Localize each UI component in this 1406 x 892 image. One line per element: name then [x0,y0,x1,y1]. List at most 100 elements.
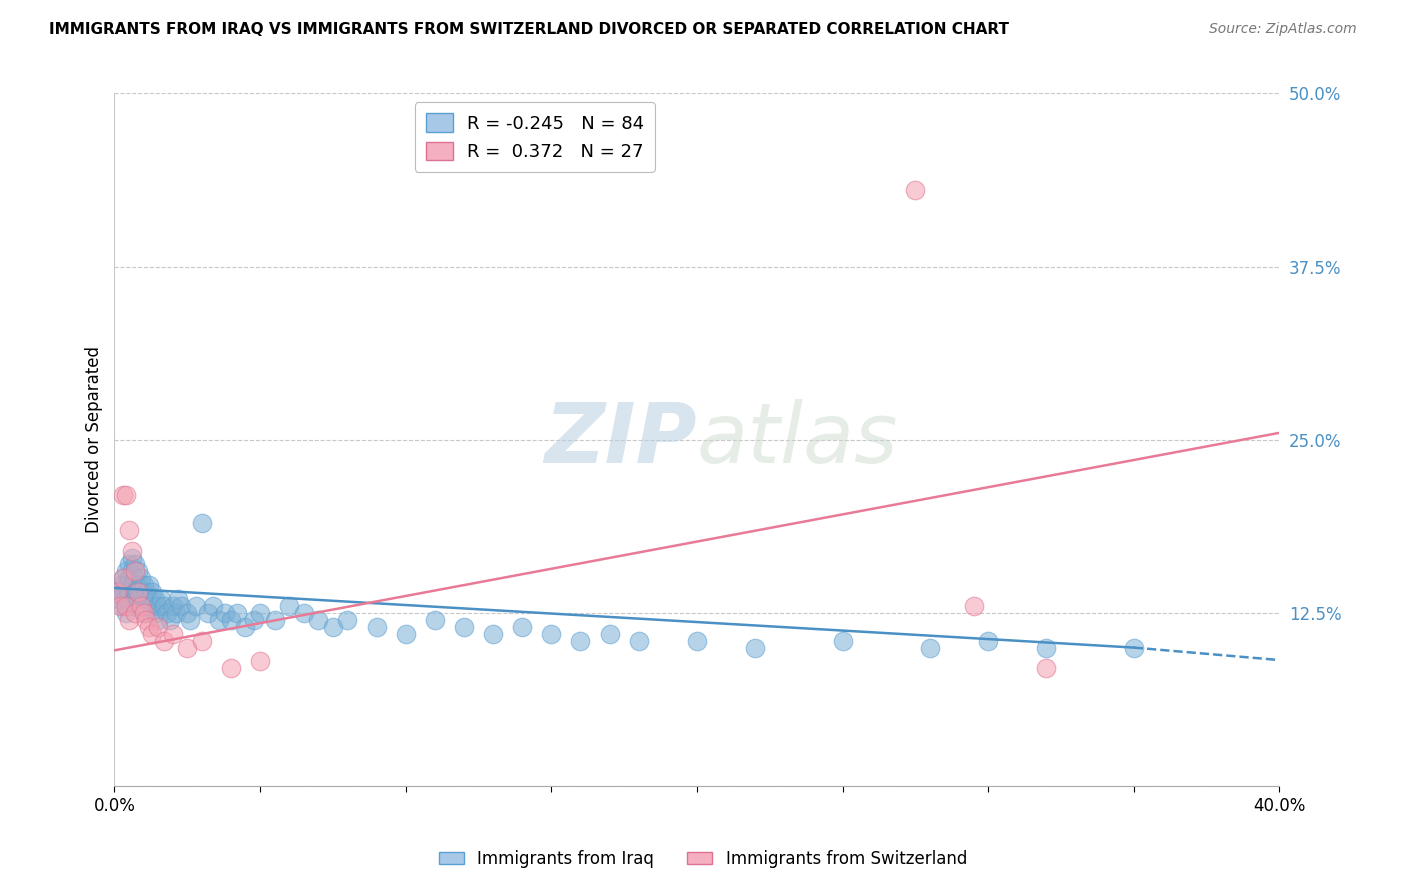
Point [627,633,650,648]
Text: ZIP: ZIP [544,400,697,480]
Point [112,585,135,599]
Point [132,606,155,620]
Point [831,633,853,648]
Point [170,599,193,613]
Point [124,571,146,585]
Point [322,620,344,634]
Point [141,585,163,599]
Point [135,599,157,613]
Point [115,565,138,579]
Point [249,655,271,669]
Point [124,606,146,620]
Point [162,599,184,613]
Point [141,626,163,640]
Point [540,626,562,640]
Point [124,585,146,599]
Point [153,633,176,648]
Point [121,543,143,558]
Point [225,606,247,620]
Point [1122,640,1144,655]
Point [235,620,257,634]
Point [176,640,198,655]
Point [208,613,231,627]
Point [366,620,388,634]
Point [191,516,214,530]
Point [146,613,169,627]
Point [1035,661,1057,675]
Point [124,565,146,579]
Point [115,578,138,592]
Point [118,613,141,627]
Point [124,599,146,613]
Point [278,599,301,613]
Point [243,613,266,627]
Point [118,599,141,613]
Point [197,606,219,620]
Point [115,488,138,502]
Point [115,592,138,607]
Point [127,578,149,592]
Point [214,606,236,620]
Point [292,606,315,620]
Point [510,620,533,634]
Point [962,599,984,613]
Point [138,592,160,607]
Point [423,613,446,627]
Point [179,613,201,627]
Point [191,633,214,648]
Point [112,488,135,502]
Point [263,613,285,627]
Point [118,523,141,537]
Point [219,613,242,627]
Point [146,599,169,613]
Text: Source: ZipAtlas.com: Source: ZipAtlas.com [1209,22,1357,37]
Point [336,613,359,627]
Point [138,578,160,592]
Point [150,592,173,607]
Point [105,585,128,599]
Point [395,626,418,640]
Point [977,633,1000,648]
Point [138,620,160,634]
Point [132,592,155,607]
Point [135,585,157,599]
Point [127,592,149,607]
Point [159,613,181,627]
Legend: Immigrants from Iraq, Immigrants from Switzerland: Immigrants from Iraq, Immigrants from Sw… [432,844,974,875]
Point [118,571,141,585]
Point [307,613,329,627]
Point [1035,640,1057,655]
Point [141,599,163,613]
Point [115,599,138,613]
Point [129,571,152,585]
Point [132,606,155,620]
Point [112,571,135,585]
Point [453,620,475,634]
Point [904,183,927,197]
Point [129,599,152,613]
Point [121,578,143,592]
Point [118,558,141,572]
Point [249,606,271,620]
Point [129,599,152,613]
Point [162,626,184,640]
Point [135,613,157,627]
Point [184,599,207,613]
Point [219,661,242,675]
Point [121,550,143,565]
Point [124,558,146,572]
Point [146,620,169,634]
Text: IMMIGRANTS FROM IRAQ VS IMMIGRANTS FROM SWITZERLAND DIVORCED OR SEPARATED CORREL: IMMIGRANTS FROM IRAQ VS IMMIGRANTS FROM … [49,22,1010,37]
Text: atlas: atlas [697,400,898,480]
Point [132,578,155,592]
Point [176,606,198,620]
Point [127,585,149,599]
Point [156,606,179,620]
Point [110,599,132,613]
Legend: R = -0.245   N = 84, R =  0.372   N = 27: R = -0.245 N = 84, R = 0.372 N = 27 [415,103,655,172]
Point [918,640,941,655]
Point [115,606,138,620]
Point [112,599,135,613]
Point [569,633,592,648]
Point [202,599,225,613]
